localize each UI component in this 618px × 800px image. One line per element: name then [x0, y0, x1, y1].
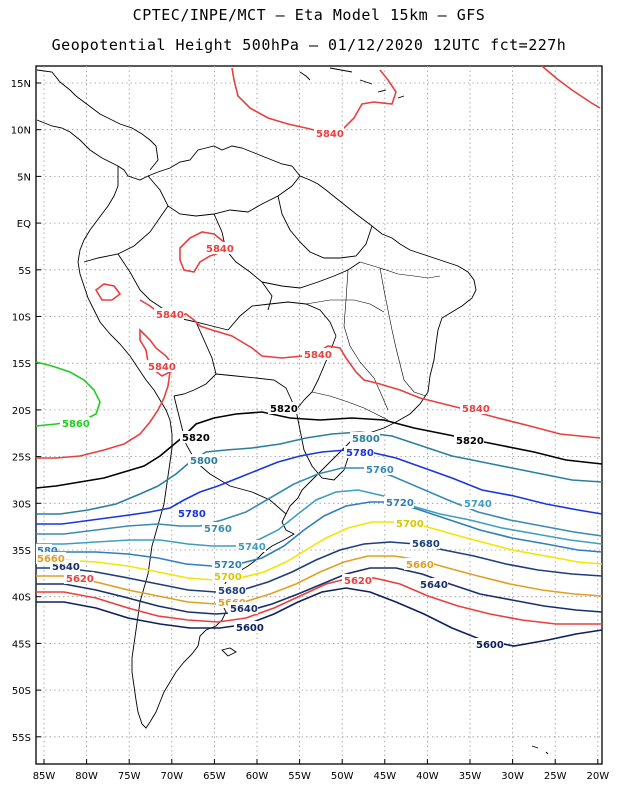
lat-label-EQ: EQ: [17, 219, 31, 230]
lat-label-15S: 15S: [12, 359, 31, 370]
contour-5840-west: [36, 371, 171, 459]
map-title-line1: CPTEC/INPE/MCT – Eta Model 15km – GFS: [132, 6, 486, 24]
label-5860: 5860: [62, 419, 90, 430]
lon-label-75W: 75W: [118, 771, 141, 782]
lat-label-40S: 40S: [12, 593, 31, 604]
central-america-coast: [36, 69, 159, 171]
label-5760-west: 5760: [204, 524, 232, 535]
label-5800-west: 5800: [190, 456, 218, 467]
label-5840-east: 5840: [462, 404, 490, 415]
contour-5800: [36, 431, 603, 515]
lon-label-30W: 30W: [501, 771, 524, 782]
label-5680-east: 5680: [412, 539, 440, 550]
lon-label-80W: 80W: [75, 771, 98, 782]
label-5600-east: 5600: [476, 640, 504, 651]
lat-label-20S: 20S: [12, 406, 31, 417]
label-5780-west: 5780: [178, 509, 206, 520]
label-5680-west: 5680: [218, 586, 246, 597]
height-contours: [35, 65, 603, 647]
lon-label-60W: 60W: [246, 771, 269, 782]
contour-5740: [36, 489, 603, 547]
label-5600-west: 5600: [236, 623, 264, 634]
lat-label-10N: 10N: [11, 126, 31, 137]
label-5740-east: 5740: [464, 499, 492, 510]
label-5840-amazon: 5840: [206, 244, 234, 255]
label-5780-east: 5780: [346, 448, 374, 459]
contour-5680: [36, 541, 603, 593]
label-5840-north: 5840: [316, 129, 344, 140]
label-5660-east: 5660: [406, 560, 434, 571]
lat-label-15N: 15N: [11, 79, 31, 90]
lon-label-70W: 70W: [160, 771, 183, 782]
lat-label-25S: 25S: [12, 453, 31, 464]
axis-ticks: 85W 80W 75W 70W 65W 60W 55W 50W 45W 40W 35W 30W 25W 2…: [11, 79, 609, 782]
coastline-borders: [36, 67, 549, 755]
contour-labels: 5840 5840 5840 5840 5840 5840 5860 5820 …: [36, 127, 504, 651]
contour-5720: [36, 501, 603, 567]
lon-label-65W: 65W: [203, 771, 226, 782]
label-5640-east: 5640: [420, 580, 448, 591]
label-5820-center: 5820: [270, 404, 298, 415]
label-5740-west: 5740: [238, 542, 266, 553]
brazil-state-borders: [305, 261, 441, 421]
contour-5840-north: [231, 67, 397, 133]
label-5620-east: 5620: [344, 576, 372, 587]
lon-label-20W: 20W: [586, 771, 609, 782]
lon-label-50W: 50W: [331, 771, 354, 782]
lat-label-55S: 55S: [12, 733, 31, 744]
label-5700-east: 5700: [396, 519, 424, 530]
lat-label-30S: 30S: [12, 499, 31, 510]
country-borders: [83, 175, 373, 515]
lat-label-5N: 5N: [17, 172, 31, 183]
label-5640-center: 5640: [230, 604, 258, 615]
label-5840-central: 5840: [304, 350, 332, 361]
label-5840-west: 5840: [148, 362, 176, 373]
label-edge-580: 580: [37, 546, 58, 557]
contour-5640: [36, 567, 603, 615]
lon-label-40W: 40W: [416, 771, 439, 782]
label-5800-east: 5800: [352, 434, 380, 445]
label-5820-west: 5820: [182, 433, 210, 444]
lon-label-55W: 55W: [288, 771, 311, 782]
lat-label-5S: 5S: [18, 266, 31, 277]
contour-5840-northeast: [541, 65, 601, 109]
lat-lon-grid: [36, 66, 602, 764]
lat-label-35S: 35S: [12, 546, 31, 557]
south-america-coast: [77, 145, 477, 729]
contour-5860: [35, 361, 101, 427]
label-5620-west: 5620: [66, 574, 94, 585]
lon-label-25W: 25W: [544, 771, 567, 782]
lon-label-45W: 45W: [373, 771, 396, 782]
south-georgia: [531, 745, 549, 755]
label-5760-east: 5760: [366, 465, 394, 476]
caribbean-islands: [299, 67, 405, 99]
label-5840-andes: 5840: [156, 310, 184, 321]
label-5640-west: 5640: [52, 562, 80, 573]
contour-5660: [36, 555, 603, 605]
map-title-line2: Geopotential Height 500hPa – 01/12/2020 …: [51, 36, 567, 54]
label-5720-east: 5720: [386, 498, 414, 509]
contour-5620: [36, 577, 602, 625]
label-5700-west: 5700: [214, 572, 242, 583]
label-edge-5660: 5660: [37, 554, 65, 565]
contour-5700: [36, 521, 603, 581]
contour-5760: [36, 467, 603, 537]
label-5820-east: 5820: [456, 436, 484, 447]
lon-label-35W: 35W: [459, 771, 482, 782]
falkland-islands: [221, 647, 237, 657]
contour-5780: [36, 449, 603, 525]
map-frame: [35, 65, 603, 765]
lat-label-50S: 50S: [12, 686, 31, 697]
lat-label-10S: 10S: [12, 313, 31, 324]
central-america-south-coast: [36, 119, 119, 167]
lat-label-45S: 45S: [12, 639, 31, 650]
label-5720-west: 5720: [214, 560, 242, 571]
lon-label-85W: 85W: [33, 771, 56, 782]
